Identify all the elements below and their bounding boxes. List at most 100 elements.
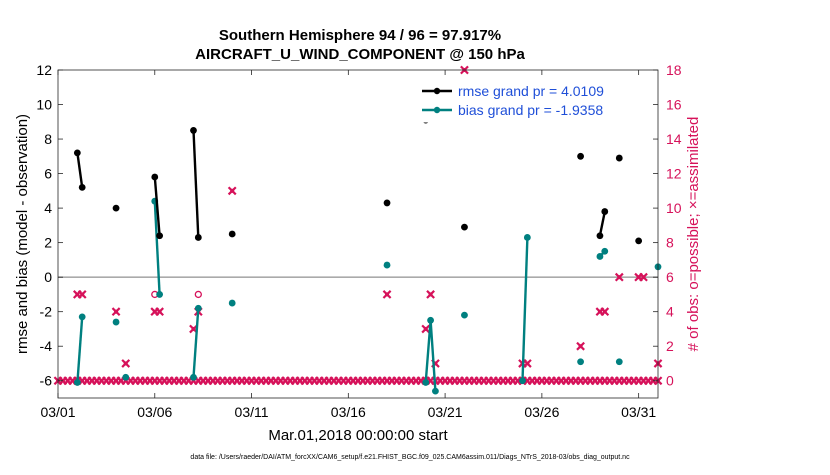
obs-assimilated-core xyxy=(206,378,210,383)
obs-assimilated-core xyxy=(602,309,607,314)
obs-assimilated-core xyxy=(573,378,578,383)
obs-assimilated-core xyxy=(593,378,598,383)
bias-marker xyxy=(190,373,197,381)
rmse-marker xyxy=(112,204,120,212)
obs-assimilated-core xyxy=(612,378,617,383)
obs-assimilated-core xyxy=(176,378,181,383)
obs-assimilated-core xyxy=(235,378,240,383)
obs-assimilated-core xyxy=(201,378,206,383)
y-tick-label-left: 6 xyxy=(44,166,52,182)
obs-assimilated-core xyxy=(157,309,162,314)
obs-assimilated-core xyxy=(143,378,148,383)
bias-marker xyxy=(228,299,236,307)
obs-assimilated-core xyxy=(147,378,152,383)
bias-marker xyxy=(422,379,430,386)
x-tick-label: 03/31 xyxy=(621,404,656,420)
obs-assimilated-core xyxy=(351,378,356,383)
obs-assimilated-core xyxy=(385,292,390,297)
obs-assimilated-marker xyxy=(600,307,610,317)
obs-assimilated-core xyxy=(544,378,549,383)
legend: rmse grand pr = 4.0109 bias grand pr = -… xyxy=(415,79,653,123)
obs-assimilated-core xyxy=(535,378,540,383)
obs-assimilated-core xyxy=(341,378,346,383)
rmse-marker xyxy=(190,127,197,134)
y-tick-label-right: 18 xyxy=(666,62,682,78)
obs-assimilated-core xyxy=(94,378,99,383)
obs-assimilated-core xyxy=(336,378,341,383)
rmse-line-segment xyxy=(76,152,84,188)
obs-assimilated-core xyxy=(385,378,390,383)
obs-assimilated-core xyxy=(75,292,80,297)
y-tick-label-left: -6 xyxy=(40,373,53,389)
obs-assimilated-core xyxy=(617,378,622,383)
obs-assimilated-marker xyxy=(111,307,121,317)
obs-assimilated-core xyxy=(539,378,544,383)
rmse-marker xyxy=(615,154,623,162)
obs-assimilated-core xyxy=(230,188,235,193)
obs-assimilated-core xyxy=(447,378,452,383)
obs-assimilated-core xyxy=(501,378,506,383)
rmse-line-segment xyxy=(153,176,161,236)
obs-assimilated-marker xyxy=(639,272,648,282)
legend-bias-label: bias grand pr = -1.9358 xyxy=(458,102,603,118)
obs-assimilated-core xyxy=(264,378,269,383)
y-tick-label-right: 16 xyxy=(666,97,682,113)
obs-assimilated-core xyxy=(191,326,196,331)
obs-assimilated-core xyxy=(99,378,104,383)
obs-assimilated-core xyxy=(293,378,298,383)
obs-assimilated-core xyxy=(80,378,85,383)
obs-assimilated-core xyxy=(414,378,419,383)
bias-line-segment xyxy=(153,201,161,295)
obs-assimilated-core xyxy=(578,378,583,383)
obs-assimilated-core xyxy=(457,378,462,383)
obs-assimilated-core xyxy=(191,378,196,383)
y-tick-label-left: -4 xyxy=(40,338,53,354)
obs-assimilated-core xyxy=(157,378,162,383)
obs-assimilated-core xyxy=(554,378,559,383)
obs-assimilated-core xyxy=(356,378,360,383)
obs-assimilated-core xyxy=(443,378,448,383)
obs-assimilated-core xyxy=(428,378,433,383)
obs-assimilated-core xyxy=(622,378,627,383)
obs-assimilated-core xyxy=(152,378,157,383)
bias-line-segment xyxy=(521,237,529,381)
chart-title-line2: AIRCRAFT_U_WIND_COMPONENT @ 150 hPa xyxy=(195,46,525,63)
obs-assimilated-marker xyxy=(421,324,431,334)
bias-marker xyxy=(615,358,623,366)
bias-line-segment xyxy=(192,308,200,378)
obs-assimilated-marker xyxy=(121,359,131,368)
obs-assimilated-core xyxy=(530,378,535,383)
obs-assimilated-marker xyxy=(522,359,532,368)
legend-rmse-marker xyxy=(433,87,441,95)
bias-marker xyxy=(122,373,130,381)
rmse-marker xyxy=(577,152,584,160)
obs-assimilated-core xyxy=(467,378,472,383)
obs-assimilated-core xyxy=(486,378,491,383)
obs-assimilated-core xyxy=(302,378,307,383)
obs-assimilated-core xyxy=(317,378,322,383)
y-tick-label-right: 6 xyxy=(666,269,674,285)
obs-assimilated-core xyxy=(152,309,157,314)
obs-assimilated-core xyxy=(138,378,143,383)
x-tick-label: 03/01 xyxy=(40,404,75,420)
obs-assimilated-core xyxy=(394,378,399,383)
obs-assimilated-core xyxy=(438,378,443,383)
obs-assimilated-core xyxy=(133,378,138,383)
bias-marker xyxy=(427,316,434,324)
bias-marker xyxy=(194,304,202,312)
obs-assimilated-core xyxy=(65,378,70,383)
obs-assimilated-marker xyxy=(155,307,164,317)
obs-assimilated-core xyxy=(597,378,602,383)
obs-assimilated-core xyxy=(283,378,288,383)
bias-marker xyxy=(523,234,531,241)
obs-assimilated-marker xyxy=(426,290,435,299)
obs-assimilated-core xyxy=(162,378,167,383)
obs-assimilated-core xyxy=(428,292,433,297)
obs-assimilated-core xyxy=(641,275,646,280)
y-tick-label-left: 10 xyxy=(36,97,52,113)
chart-title-line1: Southern Hemisphere 94 / 96 = 97.917% xyxy=(219,27,501,44)
bias-marker xyxy=(601,247,609,255)
obs-assimilated-marker xyxy=(576,341,585,351)
obs-assimilated-core xyxy=(307,378,312,383)
